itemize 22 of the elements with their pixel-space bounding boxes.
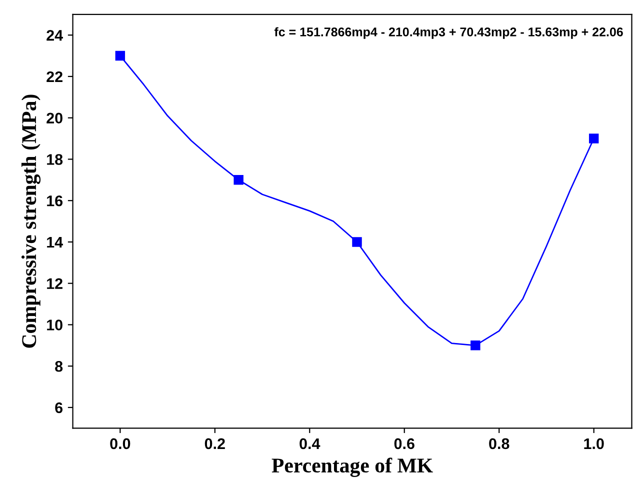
x-tick-label: 0.2 — [204, 438, 225, 450]
x-tick-label: 0.6 — [394, 438, 414, 450]
y-tick-label: 20 — [46, 112, 62, 124]
y-axis-title: Compressive strength (MPa) — [21, 94, 41, 348]
y-tick-label: 16 — [47, 195, 63, 206]
x-tick-label: 0.0 — [110, 438, 130, 450]
y-tick-label: 22 — [46, 71, 62, 82]
y-tick-label: 6 — [55, 402, 63, 414]
y-tick-label: 18 — [47, 154, 63, 165]
point — [588, 134, 599, 144]
y-tick-label: 14 — [47, 236, 63, 248]
x-axis-title: Percentage of MK — [272, 458, 433, 477]
y-tick-label: 12 — [47, 278, 62, 289]
x-tick-label: 0.4 — [300, 438, 320, 450]
annotation: fc = 151.7866mp4 - 210.4mp3 + 70.43mp2 - 15.63mp + 22.06 — [274, 27, 623, 39]
y-tick-label: 8 — [55, 360, 63, 372]
x-tick-label: 1.0 — [584, 438, 604, 450]
y-tick-label: 24 — [46, 30, 63, 41]
y-tick-label: 10 — [47, 320, 62, 330]
point — [234, 175, 244, 185]
x-tick-label: 0.8 — [489, 438, 510, 450]
point — [470, 340, 480, 350]
